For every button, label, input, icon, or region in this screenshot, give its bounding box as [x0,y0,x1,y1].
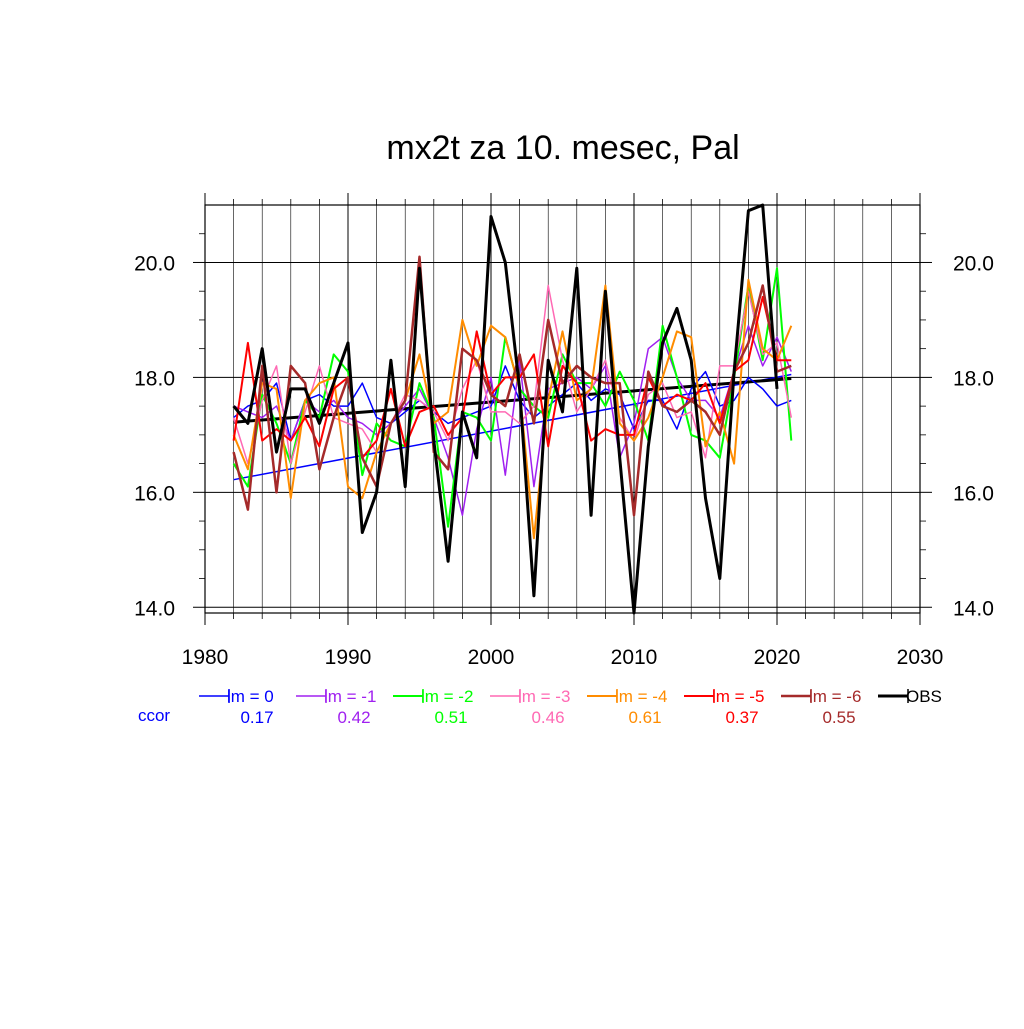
x-tick-label: 1990 [325,646,372,669]
series-line-obs [232,203,779,615]
x-tick-label: 2030 [897,646,944,669]
legend-label: OBS [906,687,942,706]
y-tick-label-right: 20.0 [953,252,994,275]
x-tick-label: 2000 [468,646,515,669]
chart-title: mx2t za 10. mesec, Pal [386,129,739,167]
legend-ccor-value: 0.42 [337,708,370,727]
y-tick-label-left: 14.0 [134,597,175,620]
axes-layer: 1980 1990 2000 2010 2020 2030 14.0 14.0 16.0 16.0… [134,193,994,669]
legend-ccor-value: 0.37 [725,708,758,727]
y-tick-label-left: 20.0 [134,252,175,275]
legend-ccor-value: 0.46 [531,708,564,727]
legend-label: lm = -6 [809,687,861,706]
legend-label: lm = 0 [227,687,274,706]
grid-layer [205,205,920,613]
legend-ccor-value: 0.61 [628,708,661,727]
legend-label: lm = -1 [324,687,376,706]
series-line-lm-3 [232,284,793,465]
x-tick-label: 2010 [611,646,658,669]
legend-ccor-value: 0.55 [822,708,855,727]
series-layer [232,203,793,615]
plot-frame [204,204,921,614]
legend-label: lm = -2 [421,687,473,706]
legend-ccor-value: 0.51 [434,708,467,727]
ccor-label: ccor [138,706,170,725]
legend-label: lm = -3 [518,687,570,706]
x-tick-label: 2020 [754,646,801,669]
y-tick-label-left: 16.0 [134,482,175,505]
legend-ccor-value: 0.17 [240,708,273,727]
series-line-lm-2 [232,267,793,528]
legend-label: lm = -4 [615,687,667,706]
y-tick-label-left: 18.0 [134,367,175,390]
y-tick-label-right: 16.0 [953,482,994,505]
x-tick-label: 1980 [182,646,229,669]
y-tick-label-right: 18.0 [953,367,994,390]
series-line-lm-6 [232,255,792,517]
legend-label: lm = -5 [712,687,764,706]
legend-layer: ccor lm = 0 0.17 lm = -1 0.42 lm = -2 0.51 lm =… [138,687,942,727]
y-tick-label-right: 14.0 [953,597,994,620]
